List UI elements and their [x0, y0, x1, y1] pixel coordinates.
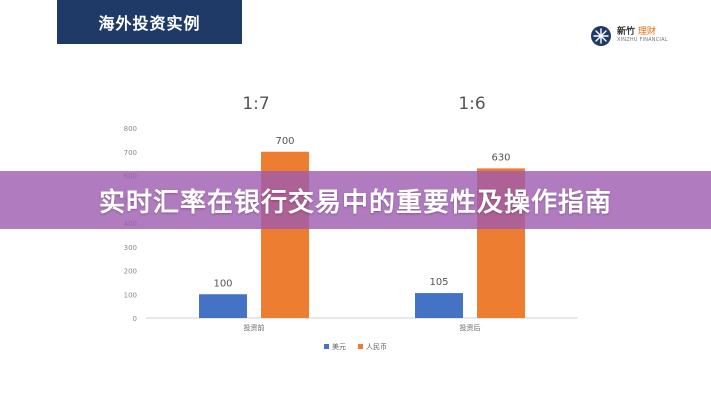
x-tick-label: 投资前: [244, 323, 265, 332]
legend-label: 人民币: [366, 343, 387, 351]
bar-usd: [199, 294, 247, 318]
data-label: 105: [429, 277, 448, 288]
slide-title: 海外投资实例: [57, 0, 242, 44]
legend-swatch: [358, 344, 363, 349]
logo-name: 新竹 理财: [617, 27, 656, 38]
legend-swatch: [324, 344, 329, 349]
snowflake-logo-icon: [591, 26, 611, 46]
data-label: 100: [213, 278, 232, 289]
ratio-annotation: 1:7: [242, 94, 269, 114]
y-tick-label: 300: [124, 244, 137, 252]
headline-banner: 实时汇率在银行交易中的重要性及操作指南: [0, 171, 711, 229]
x-tick-label: 投资后: [460, 323, 481, 332]
headline-text: 实时汇率在银行交易中的重要性及操作指南: [98, 187, 612, 218]
y-tick-label: 700: [124, 149, 137, 157]
ratio-annotation: 1:6: [458, 94, 485, 114]
legend-label: 美元: [332, 342, 346, 351]
y-tick-label: 200: [124, 268, 137, 276]
data-label: 630: [491, 152, 510, 163]
company-logo: 新竹 理财 XINZHU FINANCIAL: [590, 20, 668, 52]
y-tick-label: 100: [124, 291, 137, 299]
y-tick-label: 800: [124, 125, 137, 133]
y-tick-label: 0: [133, 315, 137, 323]
data-label: 700: [275, 136, 294, 147]
logo-subtitle: XINZHU FINANCIAL: [617, 37, 668, 44]
bar-usd: [415, 293, 463, 318]
